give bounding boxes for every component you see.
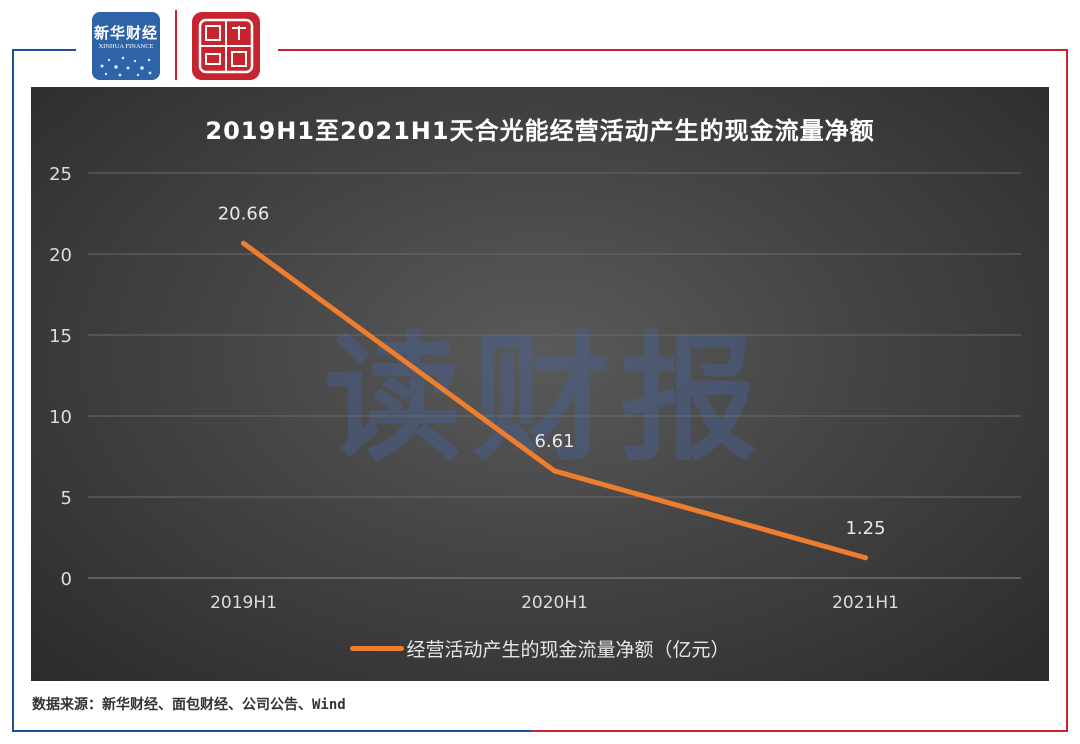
data-label: 20.66 xyxy=(218,203,270,224)
data-label: 1.25 xyxy=(845,518,885,539)
y-tick-label: 5 xyxy=(61,488,72,509)
frame-bottom-blue xyxy=(12,730,532,732)
data-point xyxy=(552,468,557,474)
series-line xyxy=(241,240,868,561)
xinhua-finance-logo: 新华财经 XINHUA FINANCE xyxy=(92,12,160,80)
xinhua-logo-en: XINHUA FINANCE xyxy=(98,43,154,50)
frame-left-blue xyxy=(12,49,14,732)
mianbao-finance-logo xyxy=(192,12,260,80)
x-tick-label: 2019H1 xyxy=(210,593,277,613)
chart-title: 2019H1至2021H1天合光能经营活动产生的现金流量净额 xyxy=(205,117,875,145)
data-point xyxy=(241,240,246,246)
watermark: 读财报 xyxy=(323,319,768,480)
legend-label: 经营活动产生的现金流量净额（亿元） xyxy=(406,639,730,661)
legend-swatch xyxy=(350,646,405,651)
mianbao-seal-icon xyxy=(198,18,254,74)
data-label: 6.61 xyxy=(534,431,574,452)
x-tick-label: 2021H1 xyxy=(832,593,899,613)
data-point xyxy=(863,555,868,561)
y-tick-label: 10 xyxy=(49,407,72,428)
logo-separator xyxy=(175,10,177,80)
chart-panel: 2019H1至2021H1天合光能经营活动产生的现金流量净额 读财报 0 5 10 1… xyxy=(31,87,1049,681)
y-tick-label: 15 xyxy=(49,326,72,347)
y-tick-label: 0 xyxy=(61,569,72,590)
data-source-note: 数据来源：新华财经、面包财经、公司公告、Wind xyxy=(32,697,346,713)
xinhua-logo-cn: 新华财经 xyxy=(93,24,158,42)
chart-legend: 经营活动产生的现金流量净额（亿元） xyxy=(31,635,1049,662)
frame-bottom-red xyxy=(532,730,1068,732)
dots-pattern-icon xyxy=(100,56,152,77)
y-tick-label: 25 xyxy=(49,164,72,185)
y-tick-label: 20 xyxy=(49,245,72,266)
frame-top-left-blue xyxy=(12,49,76,51)
frame-right-red xyxy=(1066,49,1068,732)
x-tick-label: 2020H1 xyxy=(521,593,588,613)
line-chart: 0 5 10 15 20 25 2019H1 2020H1 2021H1 20.66 6.61 1.2… xyxy=(49,164,1021,613)
frame-top-right-red xyxy=(278,49,1068,51)
